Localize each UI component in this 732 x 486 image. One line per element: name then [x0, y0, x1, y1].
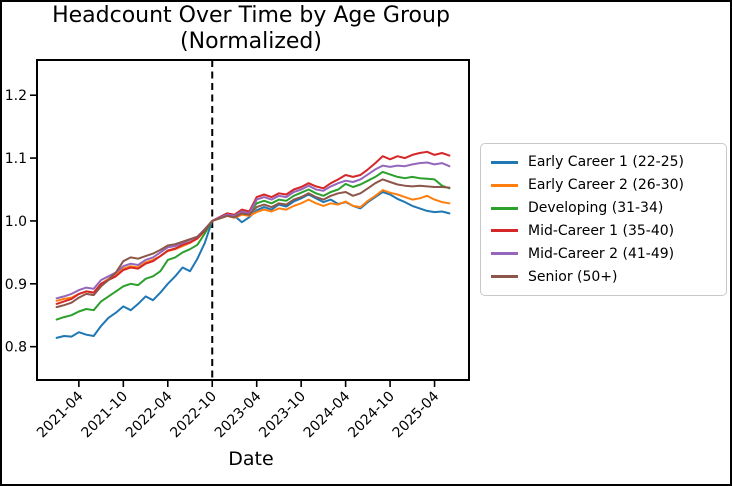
legend-line-swatch [491, 183, 518, 187]
legend-label: Early Career 2 (26-30) [528, 177, 685, 194]
legend-line-swatch [491, 160, 518, 164]
x-tick-label-2022-04: 2022-04 [123, 388, 176, 441]
axes-frame [36, 59, 470, 381]
legend-item: Early Career 2 (26-30) [491, 174, 716, 197]
legend-label: Senior (50+) [528, 268, 618, 285]
x-tick-label-2023-10: 2023-10 [256, 389, 309, 442]
legend-line-swatch [491, 206, 518, 210]
series-line-senior-50 [55, 178, 451, 309]
legend-item: Developing (31-34) [491, 197, 716, 220]
legend-line-swatch [491, 275, 518, 279]
series-line-mid-career-1-35-40 [55, 150, 451, 305]
legend-item: Senior (50+) [491, 265, 716, 288]
y-tick-label-1.0: 1.0 [5, 214, 27, 230]
x-tick-label-2022-10: 2022-10 [167, 389, 220, 442]
chart-title-line2: (Normalized) [180, 29, 322, 54]
y-tick-label-1.1: 1.1 [5, 151, 27, 167]
x-tick-label-2025-04: 2025-04 [390, 388, 443, 441]
legend-label: Mid-Career 1 (35-40) [528, 222, 675, 239]
legend-label: Developing (31-34) [528, 200, 664, 217]
y-tick-label-0.9: 0.9 [5, 277, 27, 293]
series-line-early-career-2-26-30 [55, 189, 451, 302]
x-tick-label-2021-04: 2021-04 [34, 388, 87, 441]
series-line-mid-career-2-41-49 [55, 161, 451, 300]
y-tick-label-0.8: 0.8 [5, 340, 27, 356]
legend: Early Career 1 (22-25) Early Career 2 (2… [480, 143, 727, 296]
chart-title-line1: Headcount Over Time by Age Group [52, 3, 450, 28]
legend-item: Early Career 1 (22-25) [491, 151, 716, 174]
legend-item: Mid-Career 1 (35-40) [491, 219, 716, 242]
x-tick-label-2023-04: 2023-04 [212, 388, 265, 441]
x-axis-label: Date [228, 448, 274, 470]
legend-item: Mid-Career 2 (41-49) [491, 242, 716, 265]
legend-label: Mid-Career 2 (41-49) [528, 245, 675, 262]
legend-label: Early Career 1 (22-25) [528, 154, 685, 171]
legend-line-swatch [491, 252, 518, 256]
x-tick-label-2021-10: 2021-10 [78, 389, 131, 442]
x-tick-label-2024-10: 2024-10 [345, 389, 398, 442]
chart-title: Headcount Over Time by Age Group (Normal… [35, 3, 467, 55]
legend-line-swatch [491, 229, 518, 233]
y-tick-label-1.2: 1.2 [5, 88, 27, 104]
x-tick-label-2024-04: 2024-04 [301, 388, 354, 441]
